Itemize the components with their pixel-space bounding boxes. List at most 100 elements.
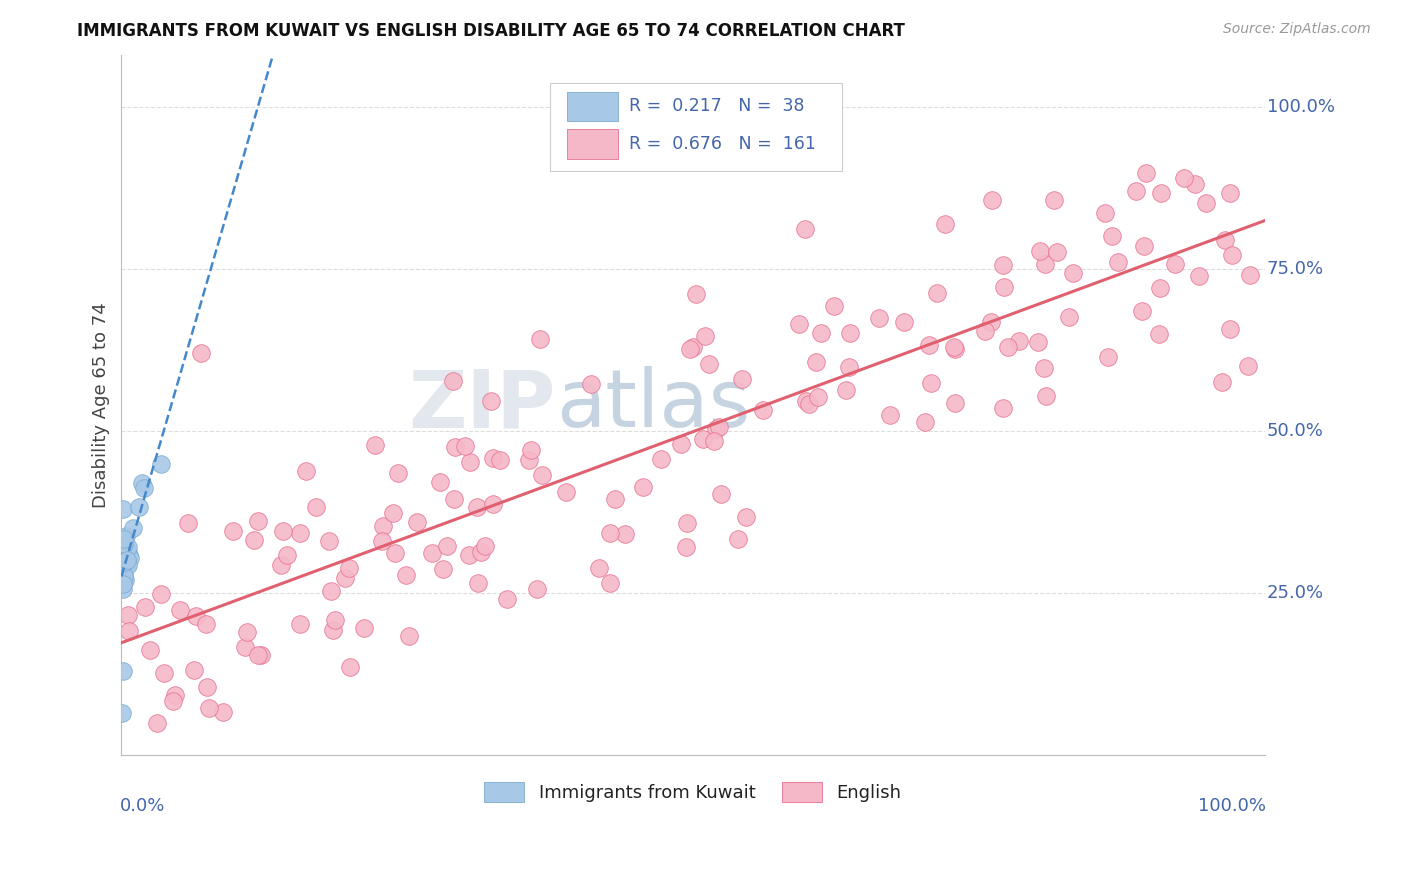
Point [323, 613, 346, 627]
Legend: Immigrants from Kuwait, English: Immigrants from Kuwait, English [477, 775, 908, 809]
Point [605, 492, 627, 507]
Point [993, 279, 1015, 293]
Text: 75.0%: 75.0% [1267, 260, 1324, 278]
Point [294, 464, 316, 478]
Point [810, 326, 832, 340]
Point [114, 543, 136, 558]
Point [599, 575, 621, 590]
Text: 0.0%: 0.0% [121, 797, 166, 815]
Point [682, 340, 704, 354]
Point [169, 603, 191, 617]
Point [1097, 350, 1119, 364]
Point [112, 549, 135, 564]
FancyBboxPatch shape [567, 92, 617, 121]
Point [395, 567, 418, 582]
Point [211, 705, 233, 719]
Point [613, 527, 636, 541]
Point [184, 609, 207, 624]
Point [893, 315, 915, 329]
Point [797, 397, 820, 411]
Point [1101, 229, 1123, 244]
Point [1164, 256, 1187, 270]
Point [111, 664, 134, 678]
Point [526, 582, 548, 596]
Point [496, 591, 519, 606]
Point [991, 258, 1014, 272]
Point [752, 403, 775, 417]
Point [1033, 360, 1056, 375]
Point [1045, 245, 1067, 260]
Point [112, 537, 135, 551]
Point [520, 443, 543, 458]
Point [1195, 196, 1218, 211]
Point [112, 544, 135, 558]
Point [247, 515, 270, 529]
Point [974, 324, 997, 338]
Point [198, 701, 221, 715]
Point [1239, 268, 1261, 283]
Point [692, 432, 714, 446]
Point [398, 629, 420, 643]
Point [183, 664, 205, 678]
Point [139, 643, 162, 657]
Point [1213, 233, 1236, 247]
Point [482, 450, 505, 465]
Point [529, 332, 551, 346]
Point [675, 541, 697, 555]
Point [384, 546, 406, 560]
Point [1237, 359, 1260, 373]
Point [1028, 335, 1050, 350]
Point [371, 519, 394, 533]
Point [1211, 375, 1233, 389]
Point [1094, 206, 1116, 220]
Point [134, 600, 156, 615]
Point [190, 346, 212, 360]
Point [111, 706, 134, 721]
Point [793, 222, 815, 236]
Point [322, 624, 344, 638]
Point [111, 577, 134, 591]
Point [925, 286, 948, 301]
Point [685, 287, 707, 301]
Point [436, 540, 458, 554]
Point [599, 526, 621, 541]
Point [111, 546, 134, 560]
Text: R =  0.217   N =  38: R = 0.217 N = 38 [628, 97, 804, 115]
Point [276, 548, 298, 562]
Point [406, 515, 429, 529]
Point [1135, 166, 1157, 180]
Point [117, 607, 139, 622]
Point [710, 487, 733, 501]
Point [997, 340, 1019, 354]
Point [117, 548, 139, 562]
Point [364, 438, 387, 452]
Point [118, 550, 141, 565]
Point [117, 558, 139, 572]
Point [111, 556, 134, 570]
Point [868, 310, 890, 325]
Point [243, 533, 266, 548]
Point [1133, 239, 1156, 253]
Point [704, 422, 727, 436]
Point [981, 193, 1004, 207]
Point [807, 391, 830, 405]
Point [804, 355, 827, 369]
Point [787, 317, 810, 331]
Point [111, 543, 134, 558]
Point [727, 532, 749, 546]
Text: Source: ZipAtlas.com: Source: ZipAtlas.com [1223, 22, 1371, 37]
Point [195, 680, 218, 694]
Point [631, 480, 654, 494]
Point [942, 340, 965, 354]
Point [458, 548, 481, 562]
Point [195, 616, 218, 631]
Point [839, 326, 862, 340]
Point [703, 434, 725, 448]
Point [131, 476, 153, 491]
Point [517, 452, 540, 467]
Point [945, 342, 967, 356]
Point [1042, 193, 1064, 207]
Point [650, 451, 672, 466]
Point [111, 558, 134, 573]
Point [162, 694, 184, 708]
